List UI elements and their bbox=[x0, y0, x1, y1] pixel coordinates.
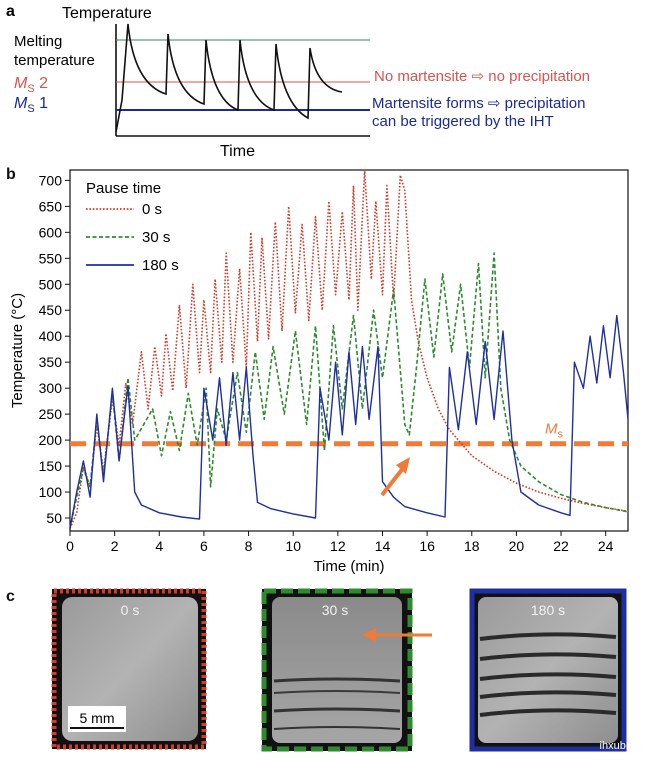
melting-label-1: Melting bbox=[14, 33, 62, 50]
x-tick-label: 8 bbox=[245, 538, 253, 554]
micrograph-0s-label: 0 s bbox=[121, 602, 140, 618]
panel-a: a Temperature Time Melting temperature M… bbox=[6, 3, 590, 160]
panel-a-y-label: Temperature bbox=[62, 5, 152, 22]
panel-b-letter-wrap: b bbox=[6, 166, 16, 184]
scale-bar-label: 5 mm bbox=[80, 710, 115, 726]
y-tick-label: 150 bbox=[39, 458, 63, 474]
x-tick-label: 12 bbox=[330, 538, 346, 554]
panel-b-letter: b bbox=[6, 166, 16, 183]
watermark: ihxubc.cn bbox=[600, 740, 646, 752]
y-tick-label: 300 bbox=[39, 380, 63, 396]
note-ms1-line1: Martensite forms ⇨ precipitation bbox=[372, 95, 585, 112]
panel-a-letter: a bbox=[6, 3, 15, 20]
y-tick-label: 600 bbox=[39, 224, 63, 240]
micrograph-180s-border bbox=[469, 588, 627, 752]
panel-c-letter: c bbox=[6, 588, 15, 605]
panel-c-letter-wrap: c bbox=[6, 588, 15, 606]
y-axis-label: Temperature (°C) bbox=[9, 293, 26, 408]
x-tick-label: 0 bbox=[66, 538, 74, 554]
micrograph-0s-border bbox=[51, 588, 207, 750]
melting-label-2: temperature bbox=[14, 52, 95, 69]
y-tick-label: 500 bbox=[39, 276, 63, 292]
micrograph-0s: 0 s 5 mm bbox=[51, 588, 207, 750]
x-tick-label: 18 bbox=[464, 538, 480, 554]
series-0-s bbox=[69, 169, 629, 529]
x-tick-label: 10 bbox=[285, 538, 301, 554]
micrograph-30s-border bbox=[261, 588, 413, 752]
series-30-s bbox=[69, 252, 629, 529]
y-tick-label: 200 bbox=[39, 432, 63, 448]
plot-frame bbox=[69, 169, 629, 532]
panel-c: 0 s 5 mm 30 s 180 s ihxubc.cn bbox=[51, 588, 646, 752]
micrograph-180s-label: 180 s bbox=[531, 602, 565, 618]
panel-a-x-label: Time bbox=[220, 143, 255, 160]
y-tick-label: 550 bbox=[39, 250, 63, 266]
ms1-label: MS 1 bbox=[14, 95, 48, 115]
micrograph-30s-arrowhead bbox=[362, 628, 376, 642]
legend-label: 180 s bbox=[142, 257, 179, 274]
y-tick-label: 400 bbox=[39, 328, 63, 344]
annotation-arrowhead bbox=[396, 457, 410, 474]
x-tick-label: 4 bbox=[155, 538, 163, 554]
micrograph-180s: 180 s bbox=[469, 588, 627, 752]
y-tick-label: 50 bbox=[46, 510, 62, 526]
micrograph-30s: 30 s bbox=[261, 588, 432, 752]
micrograph-30s-label: 30 s bbox=[322, 602, 348, 618]
note-ms1-line2: can be triggered by the IHT bbox=[372, 113, 554, 130]
legend-title: Pause time bbox=[86, 180, 161, 197]
series-180-s bbox=[69, 314, 629, 529]
x-tick-label: 6 bbox=[200, 538, 208, 554]
y-tick-label: 450 bbox=[39, 302, 63, 318]
ms2-label: MS 2 bbox=[14, 75, 48, 95]
panel-b-chart: 0 2 4 6 8 10 12 14 16 18 20 22 245010015020025030035… bbox=[9, 169, 629, 575]
legend-label: 0 s bbox=[142, 201, 162, 218]
legend-label: 30 s bbox=[142, 229, 170, 246]
panel-a-thermal-trace bbox=[115, 23, 343, 133]
y-tick-label: 700 bbox=[39, 172, 63, 188]
x-tick-label: 20 bbox=[509, 538, 525, 554]
x-tick-label: 2 bbox=[111, 538, 119, 554]
note-ms2: No martensite ⇨ no precipitation bbox=[374, 68, 590, 85]
x-tick-label: 22 bbox=[553, 538, 569, 554]
y-tick-label: 350 bbox=[39, 354, 63, 370]
x-tick-label: 24 bbox=[598, 538, 614, 554]
ms-label: Ms bbox=[545, 421, 564, 441]
y-tick-label: 650 bbox=[39, 198, 63, 214]
x-tick-label: 14 bbox=[375, 538, 391, 554]
y-tick-label: 250 bbox=[39, 406, 63, 422]
x-tick-label: 16 bbox=[419, 538, 435, 554]
y-tick-label: 100 bbox=[39, 484, 63, 500]
annotation-arrow bbox=[380, 465, 406, 497]
x-axis-label: Time (min) bbox=[313, 558, 384, 575]
